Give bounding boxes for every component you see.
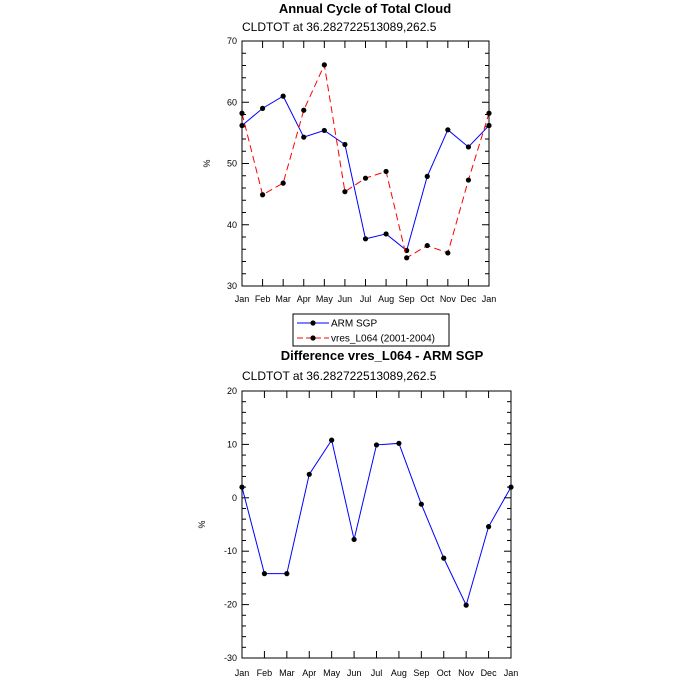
data-point: [508, 484, 514, 490]
data-point: [329, 437, 335, 443]
data-point: [465, 177, 472, 183]
data-point: [301, 107, 307, 113]
x-tick-label: Nov: [458, 668, 475, 678]
y-tick-label: 30: [227, 281, 237, 291]
x-tick-label: May: [316, 294, 334, 304]
x-tick-label: May: [323, 668, 341, 678]
data-point: [280, 93, 286, 99]
x-tick-label: Jan: [235, 668, 250, 678]
x-tick-label: Jan: [504, 668, 519, 678]
legend-marker: [310, 320, 316, 326]
data-point: [445, 250, 451, 256]
chart-subtitle: CLDTOT at 36.282722513089,262.5: [242, 20, 437, 34]
x-tick-label: Sep: [399, 294, 415, 304]
y-tick-label: -30: [224, 653, 237, 663]
y-tick-label: 50: [227, 159, 237, 169]
y-axis-label: %: [202, 159, 212, 167]
x-tick-label: Jan: [235, 294, 250, 304]
plot-frame: [241, 390, 512, 659]
x-tick-label: Oct: [437, 668, 452, 678]
data-point: [463, 602, 469, 608]
chart-title: Annual Cycle of Total Cloud: [279, 1, 451, 16]
x-tick-label: Jan: [482, 294, 497, 304]
series-line-1: [241, 95, 490, 252]
series-line-2: [241, 63, 490, 259]
x-tick-label: Jun: [347, 668, 362, 678]
x-tick-label: Oct: [420, 294, 435, 304]
data-point: [321, 127, 327, 134]
data-point: [280, 180, 286, 186]
legend-box: [292, 313, 450, 347]
data-point: [383, 168, 389, 175]
data-point: [284, 571, 290, 577]
data-point: [342, 189, 348, 195]
data-point: [362, 175, 369, 181]
data-point: [321, 62, 327, 68]
chart-subtitle: CLDTOT at 36.282722513089,262.5: [242, 369, 437, 383]
legend-marker: [310, 335, 316, 341]
data-point: [362, 236, 369, 242]
y-tick-label: 70: [227, 36, 237, 46]
data-point: [259, 192, 266, 198]
data-point: [261, 571, 268, 577]
data-point: [486, 110, 492, 116]
x-tick-label: Apr: [302, 668, 316, 678]
x-tick-label: Jul: [360, 294, 372, 304]
y-tick-label: 20: [227, 386, 237, 396]
data-point: [485, 524, 492, 530]
legend-label-1: ARM SGP: [331, 319, 377, 330]
chart-2: Difference vres_L064 - ARM SGP CLDTOT at …: [197, 348, 518, 678]
data-point: [239, 110, 245, 116]
data-point: [383, 231, 389, 237]
x-tick-label: Sep: [413, 668, 429, 678]
data-point: [424, 242, 430, 249]
legend: ARM SGP vres_L064 (2001-2004): [292, 313, 450, 347]
data-point: [486, 122, 492, 129]
y-tick-label: 0: [232, 493, 237, 503]
data-point: [418, 501, 424, 507]
x-tick-label: Feb: [255, 294, 271, 304]
data-point: [342, 141, 348, 148]
data-point: [373, 442, 380, 448]
data-point: [404, 255, 410, 261]
y-axis-label: %: [197, 520, 207, 528]
y-tick-label: 10: [227, 439, 237, 449]
x-tick-label: Mar: [279, 668, 295, 678]
plot-frame: [241, 40, 490, 287]
x-tick-label: Dec: [481, 668, 498, 678]
x-tick-label: Jul: [371, 668, 383, 678]
data-point: [445, 127, 451, 133]
x-tick-label: Mar: [275, 294, 291, 304]
data-point: [239, 122, 245, 129]
data-point: [351, 536, 357, 543]
x-tick-label: Jun: [338, 294, 353, 304]
chart-title: Difference vres_L064 - ARM SGP: [281, 348, 484, 363]
data-point: [424, 173, 430, 179]
x-tick-label: Nov: [440, 294, 457, 304]
y-tick-label: -10: [224, 546, 237, 556]
data-point: [465, 144, 472, 150]
chart-1: Annual Cycle of Total Cloud CLDTOT at 36.…: [202, 1, 497, 347]
y-tick-label: 60: [227, 97, 237, 107]
data-point: [259, 105, 266, 111]
x-tick-label: Dec: [460, 294, 477, 304]
data-point: [396, 440, 402, 446]
series-line-1: [241, 438, 512, 607]
legend-label-2: vres_L064 (2001-2004): [331, 334, 435, 345]
data-point: [301, 134, 307, 140]
data-point: [306, 471, 312, 477]
data-point: [239, 484, 245, 490]
x-tick-label: Aug: [378, 294, 394, 304]
x-tick-label: Aug: [391, 668, 407, 678]
x-tick-label: Apr: [297, 294, 311, 304]
data-point: [441, 555, 447, 561]
y-tick-label: -20: [224, 600, 237, 610]
y-tick-label: 40: [227, 220, 237, 230]
x-tick-label: Feb: [257, 668, 273, 678]
